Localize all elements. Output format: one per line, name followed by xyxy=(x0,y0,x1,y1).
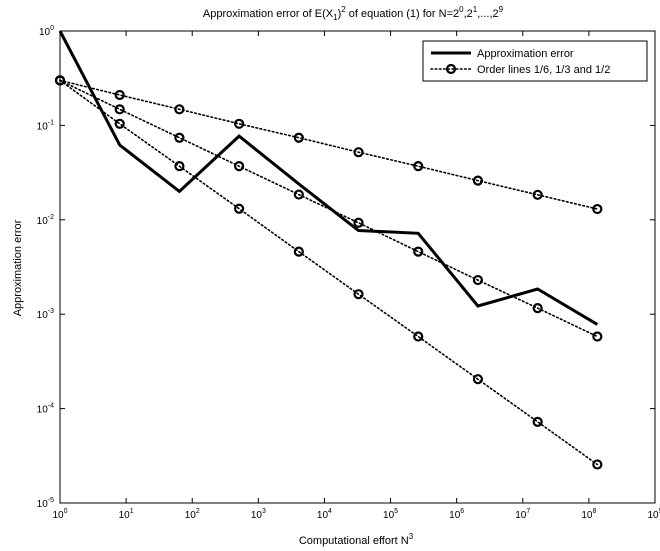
series-point-order-2 xyxy=(532,303,543,314)
y-tick-label: 10-4 xyxy=(37,403,54,416)
x-tick-label: 109 xyxy=(647,508,660,521)
series-point-order-2 xyxy=(293,189,304,200)
series-point-order-1 xyxy=(234,118,245,129)
series-point-order-1 xyxy=(472,175,484,186)
series-point-order-3 xyxy=(114,118,125,129)
series-point-order-3 xyxy=(174,161,185,172)
series-layer xyxy=(54,30,603,470)
series-point-order-3 xyxy=(413,331,424,342)
series-point-order-1 xyxy=(592,203,603,215)
series-point-order-2 xyxy=(413,246,424,257)
legend-box xyxy=(422,40,648,82)
x-tick-label: 107 xyxy=(515,508,530,521)
x-tick-label: 106 xyxy=(449,508,464,521)
x-tick-label: 103 xyxy=(251,508,266,521)
x-axis-label: Computational effort N3 xyxy=(299,532,414,547)
y-axis-ticks: 10-5 10-4 10-3 10-2 10-1 100 xyxy=(37,25,655,510)
legend-label-order-lines: Order lines 1/6, 1/3 and 1/2 xyxy=(477,64,610,76)
series-point-order-2 xyxy=(353,217,364,228)
series-point-order-3 xyxy=(293,246,304,257)
y-axis-label: Approximation error xyxy=(12,219,24,316)
y-tick-label: 10-5 xyxy=(37,497,54,510)
series-point-order-3 xyxy=(592,459,603,470)
x-axis-ticks: 100 101 102 103 104 105 106 107 108 109 xyxy=(52,31,660,521)
series-point-order-2 xyxy=(472,274,484,286)
x-tick-label: 108 xyxy=(581,508,596,521)
series-line-order-3 xyxy=(59,79,599,466)
series-line-approximation-error xyxy=(58,30,599,326)
legend: Approximation error Order lines 1/6, 1/3 … xyxy=(422,40,648,82)
series-point-order-1 xyxy=(532,189,543,200)
x-tick-label: 102 xyxy=(185,508,200,521)
series-point-order-3 xyxy=(472,374,484,385)
series-point-order-3 xyxy=(54,75,66,86)
y-tick-label: 100 xyxy=(39,25,54,38)
series-point-order-3 xyxy=(234,203,245,214)
y-tick-label: 10-3 xyxy=(37,308,54,321)
series-point-order-3 xyxy=(353,289,364,300)
series-point-order-3 xyxy=(532,416,543,427)
plot-frame xyxy=(59,30,656,504)
y-tick-label: 10-2 xyxy=(37,214,54,227)
series-point-order-2 xyxy=(174,132,185,143)
plot-area xyxy=(59,30,656,504)
series-line-order-1 xyxy=(59,79,599,210)
series-point-order-2 xyxy=(592,331,603,342)
series-point-order-2 xyxy=(234,161,245,172)
series-point-order-1 xyxy=(353,147,364,158)
chart-title: Approximation error of E(X1)2 of equatio… xyxy=(203,5,504,22)
x-tick-label: 101 xyxy=(119,508,134,521)
x-tick-label: 104 xyxy=(317,508,332,521)
series-point-order-2 xyxy=(114,104,125,115)
series-point-order-1 xyxy=(114,89,125,101)
x-tick-label: 100 xyxy=(52,508,67,521)
series-line-order-2 xyxy=(59,79,599,338)
series-point-order-1 xyxy=(174,104,185,115)
y-tick-label: 10-1 xyxy=(37,119,54,132)
x-tick-label: 105 xyxy=(383,508,398,521)
legend-label-approximation-error: Approximation error xyxy=(477,48,574,60)
series-point-order-1 xyxy=(413,161,424,172)
legend-swatch-order-marker xyxy=(445,63,457,75)
series-point-order-1 xyxy=(293,132,304,143)
